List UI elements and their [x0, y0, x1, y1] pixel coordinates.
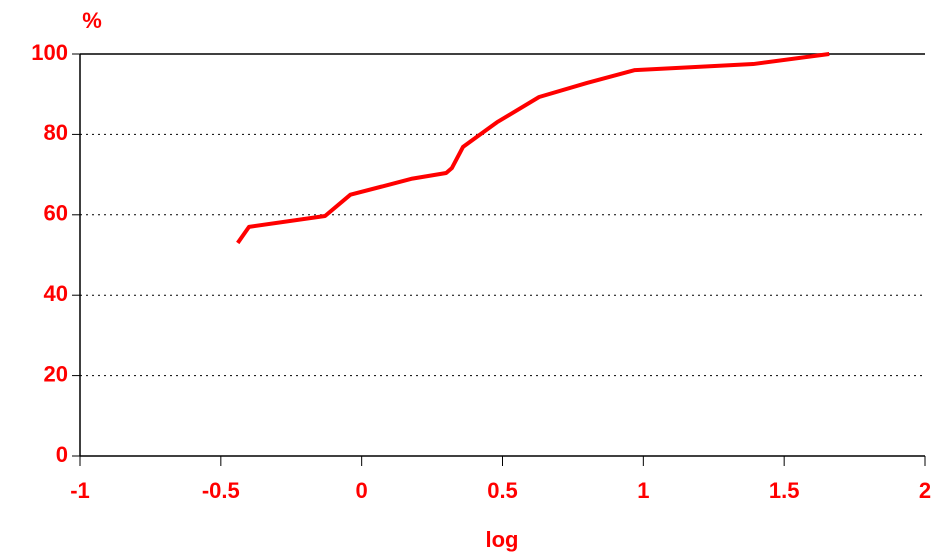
data-line — [236, 52, 830, 245]
y-tick-label: 0 — [56, 442, 68, 467]
x-tick-label: 1.5 — [769, 478, 800, 503]
x-tick-label: 0 — [356, 478, 368, 503]
x-tick-label: 0.5 — [487, 478, 518, 503]
y-tick-label: 80 — [44, 120, 68, 145]
x-tick-label: 1 — [637, 478, 649, 503]
y-tick-label: 40 — [44, 281, 68, 306]
x-axis-label: log — [486, 527, 519, 552]
x-tick-label: -1 — [70, 478, 90, 503]
y-tick-label: 60 — [44, 201, 68, 226]
x-tick-label: 2 — [919, 478, 931, 503]
y-axis-label: % — [82, 8, 102, 33]
y-tick-label: 100 — [31, 40, 68, 65]
y-tick-label: 20 — [44, 361, 68, 386]
x-tick-label: -0.5 — [202, 478, 240, 503]
